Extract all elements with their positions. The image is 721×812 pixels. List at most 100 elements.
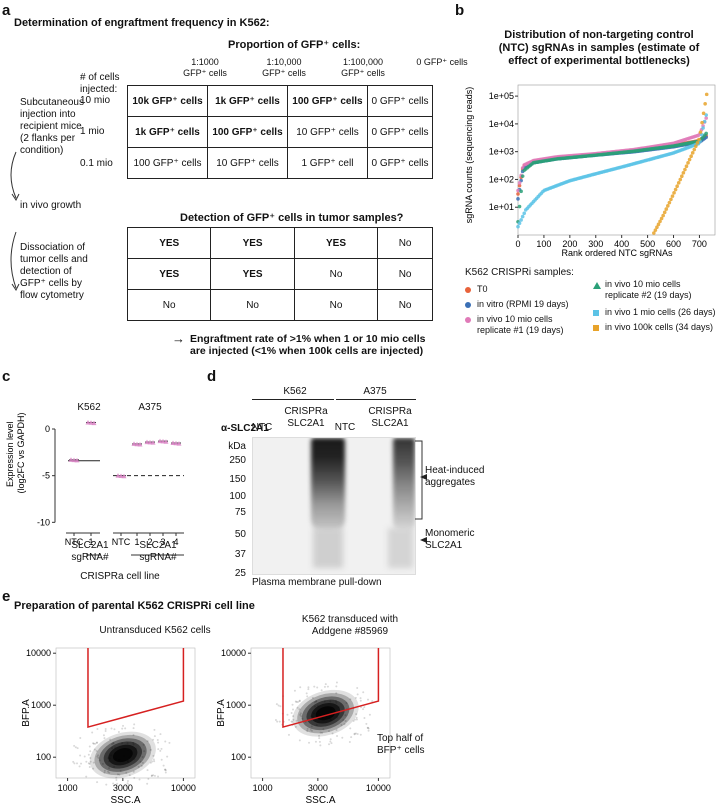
event-dot — [152, 754, 155, 757]
data-point — [701, 126, 705, 130]
event-dot — [315, 700, 318, 703]
event-dot — [355, 713, 358, 716]
col-header-1: 1:1000 GFP⁺ cells — [183, 57, 227, 78]
event-dot — [306, 729, 309, 732]
data-point — [517, 221, 522, 226]
data-point — [517, 204, 522, 209]
event-dot — [315, 700, 318, 703]
event-dot — [335, 681, 338, 684]
table-cell: 10 GFP⁺ cells — [286, 116, 368, 148]
event-dot — [85, 760, 88, 763]
event-dot — [95, 741, 98, 744]
event-dot — [290, 720, 293, 723]
event-dot — [356, 733, 359, 736]
flow-plot1-title: Untransduced K562 cells — [99, 625, 211, 636]
event-dot — [366, 726, 369, 729]
event-dot — [152, 738, 155, 741]
event-dot — [353, 732, 356, 735]
event-dot — [315, 724, 318, 727]
event-dot — [122, 724, 125, 727]
x-tick-label: 400 — [614, 239, 629, 249]
event-dot — [329, 740, 332, 743]
x-axis-label: SSC.A — [110, 795, 140, 806]
event-dot — [78, 765, 81, 768]
event-dot — [153, 728, 156, 731]
table-cell: 1 GFP⁺ cell — [286, 147, 368, 179]
event-dot — [118, 773, 121, 776]
event-dot — [329, 738, 332, 741]
kda-marker: 25 — [234, 568, 246, 579]
event-dot — [143, 750, 146, 753]
table-cell: 0 GFP⁺ cells — [366, 85, 434, 117]
event-dot — [159, 733, 162, 736]
blot-group-k562: K562 — [283, 386, 307, 397]
x-tick-label: 600 — [666, 239, 681, 249]
table-cell: YES — [210, 227, 295, 259]
event-dot — [115, 776, 118, 779]
col-header-3: 1:100,000 GFP⁺ cells — [341, 57, 385, 78]
event-dot — [132, 770, 135, 773]
event-dot — [335, 701, 338, 704]
event-dot — [291, 721, 294, 724]
event-dot — [329, 700, 332, 703]
event-dot — [318, 737, 321, 740]
kda-marker: 100 — [229, 491, 246, 502]
data-point — [517, 183, 522, 188]
event-dot — [292, 718, 295, 721]
event-dot — [337, 705, 340, 708]
event-dot — [92, 767, 95, 770]
event-dot — [336, 735, 339, 738]
step-growth: in vivo growth — [20, 200, 82, 211]
event-dot — [359, 697, 362, 700]
event-dot — [335, 692, 338, 695]
x-tick-label: NTC — [112, 537, 131, 547]
data-point — [163, 439, 169, 444]
x-tick-label: 10000 — [366, 783, 391, 793]
lane-label: NTC — [251, 422, 273, 433]
blot-group-a375: A375 — [363, 386, 387, 397]
event-dot — [118, 758, 121, 761]
data-point — [683, 167, 687, 172]
event-dot — [348, 741, 351, 744]
data-point — [516, 224, 520, 229]
event-dot — [320, 689, 323, 692]
b-x-axis-label: Rank ordered NTC sgRNAs — [561, 248, 673, 258]
event-dot — [278, 720, 281, 723]
event-dot — [114, 757, 117, 760]
data-point — [692, 147, 697, 152]
event-dot — [110, 743, 113, 746]
event-dot — [344, 714, 347, 717]
event-dot — [97, 754, 100, 757]
table-cell: YES — [126, 227, 212, 259]
event-dot — [160, 758, 163, 761]
legend-dot-icon — [465, 302, 471, 308]
event-dot — [314, 740, 317, 743]
col-header-2: 1:10,000 GFP⁺ cells — [262, 57, 306, 78]
row-label-2: 1 mio — [80, 126, 105, 137]
data-point — [68, 457, 74, 462]
event-dot — [112, 782, 115, 785]
event-dot — [349, 727, 352, 730]
blot-band — [311, 438, 345, 533]
panel-a-title: Determination of engraftment frequency i… — [14, 17, 270, 29]
blot-band — [313, 528, 343, 568]
event-dot — [300, 715, 303, 718]
x-tick-label: 500 — [640, 239, 655, 249]
event-dot — [313, 685, 316, 688]
table-cell: 100 GFP⁺ cells — [286, 85, 368, 117]
conclusion-text: Engraftment rate of >1% when 1 or 10 mio… — [190, 333, 426, 357]
event-dot — [76, 747, 79, 750]
table-row: YES YES No No — [126, 258, 433, 290]
data-point — [700, 120, 704, 125]
event-dot — [121, 727, 124, 730]
event-dot — [321, 716, 324, 719]
event-dot — [313, 701, 316, 704]
event-dot — [111, 747, 114, 750]
legend-dot-icon — [465, 287, 471, 293]
event-dot — [352, 719, 355, 722]
engraftment-table: 10k GFP⁺ cells 1k GFP⁺ cells 100 GFP⁺ ce… — [127, 85, 434, 179]
row-label-1: 10 mio — [80, 95, 111, 106]
data-point — [666, 204, 670, 208]
event-dot — [116, 786, 119, 789]
table-cell: No — [377, 227, 433, 259]
